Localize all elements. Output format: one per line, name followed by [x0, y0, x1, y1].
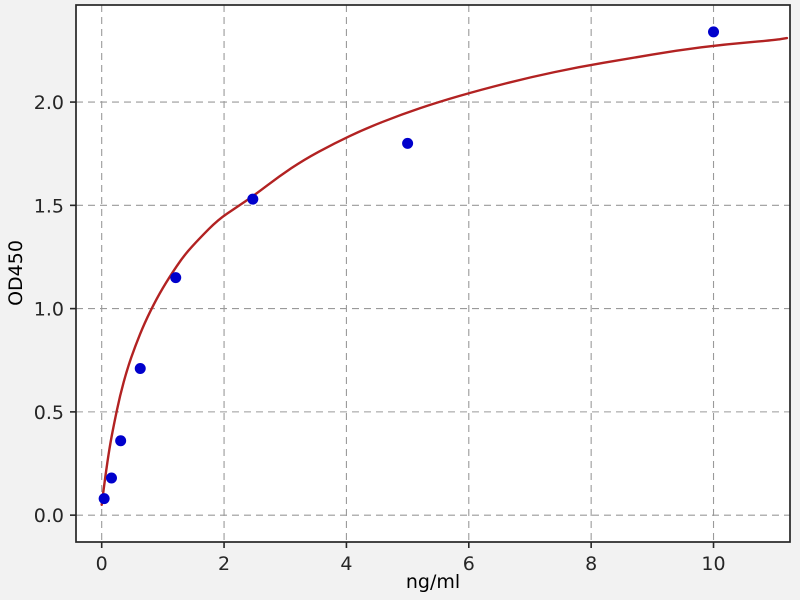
x-tick-label: 10: [701, 553, 725, 575]
plot-area-background: [76, 5, 790, 542]
data-point: [105, 472, 117, 484]
x-tick-label: 8: [585, 553, 597, 575]
y-tick-labels: 0.0 0.5 1.0 1.5 2.0: [34, 92, 64, 527]
y-tick-label: 1.5: [34, 195, 64, 217]
y-tick-label: 1.0: [34, 299, 64, 321]
data-point: [115, 435, 127, 447]
x-tick-labels: 0 2 4 6 8 10: [96, 553, 726, 575]
scatter-points-group: [98, 26, 720, 505]
data-point: [170, 272, 182, 284]
data-point: [98, 493, 110, 505]
data-point: [247, 193, 259, 205]
y-axis-title: OD450: [5, 240, 27, 306]
x-axis-title: ng/ml: [406, 571, 460, 593]
data-point: [134, 363, 146, 375]
data-point: [708, 26, 720, 38]
y-tick-label: 0.0: [34, 505, 64, 527]
tick-marks: [70, 101, 715, 548]
x-tick-label: 6: [463, 553, 475, 575]
y-tick-label: 0.5: [34, 402, 64, 424]
x-tick-label: 4: [340, 553, 352, 575]
y-tick-label: 2.0: [34, 92, 64, 114]
data-point: [402, 137, 414, 149]
plot-frame: [75, 4, 791, 543]
fit-curve-line: [100, 36, 789, 507]
x-tick-label: 2: [218, 553, 230, 575]
x-tick-label: 0: [96, 553, 108, 575]
